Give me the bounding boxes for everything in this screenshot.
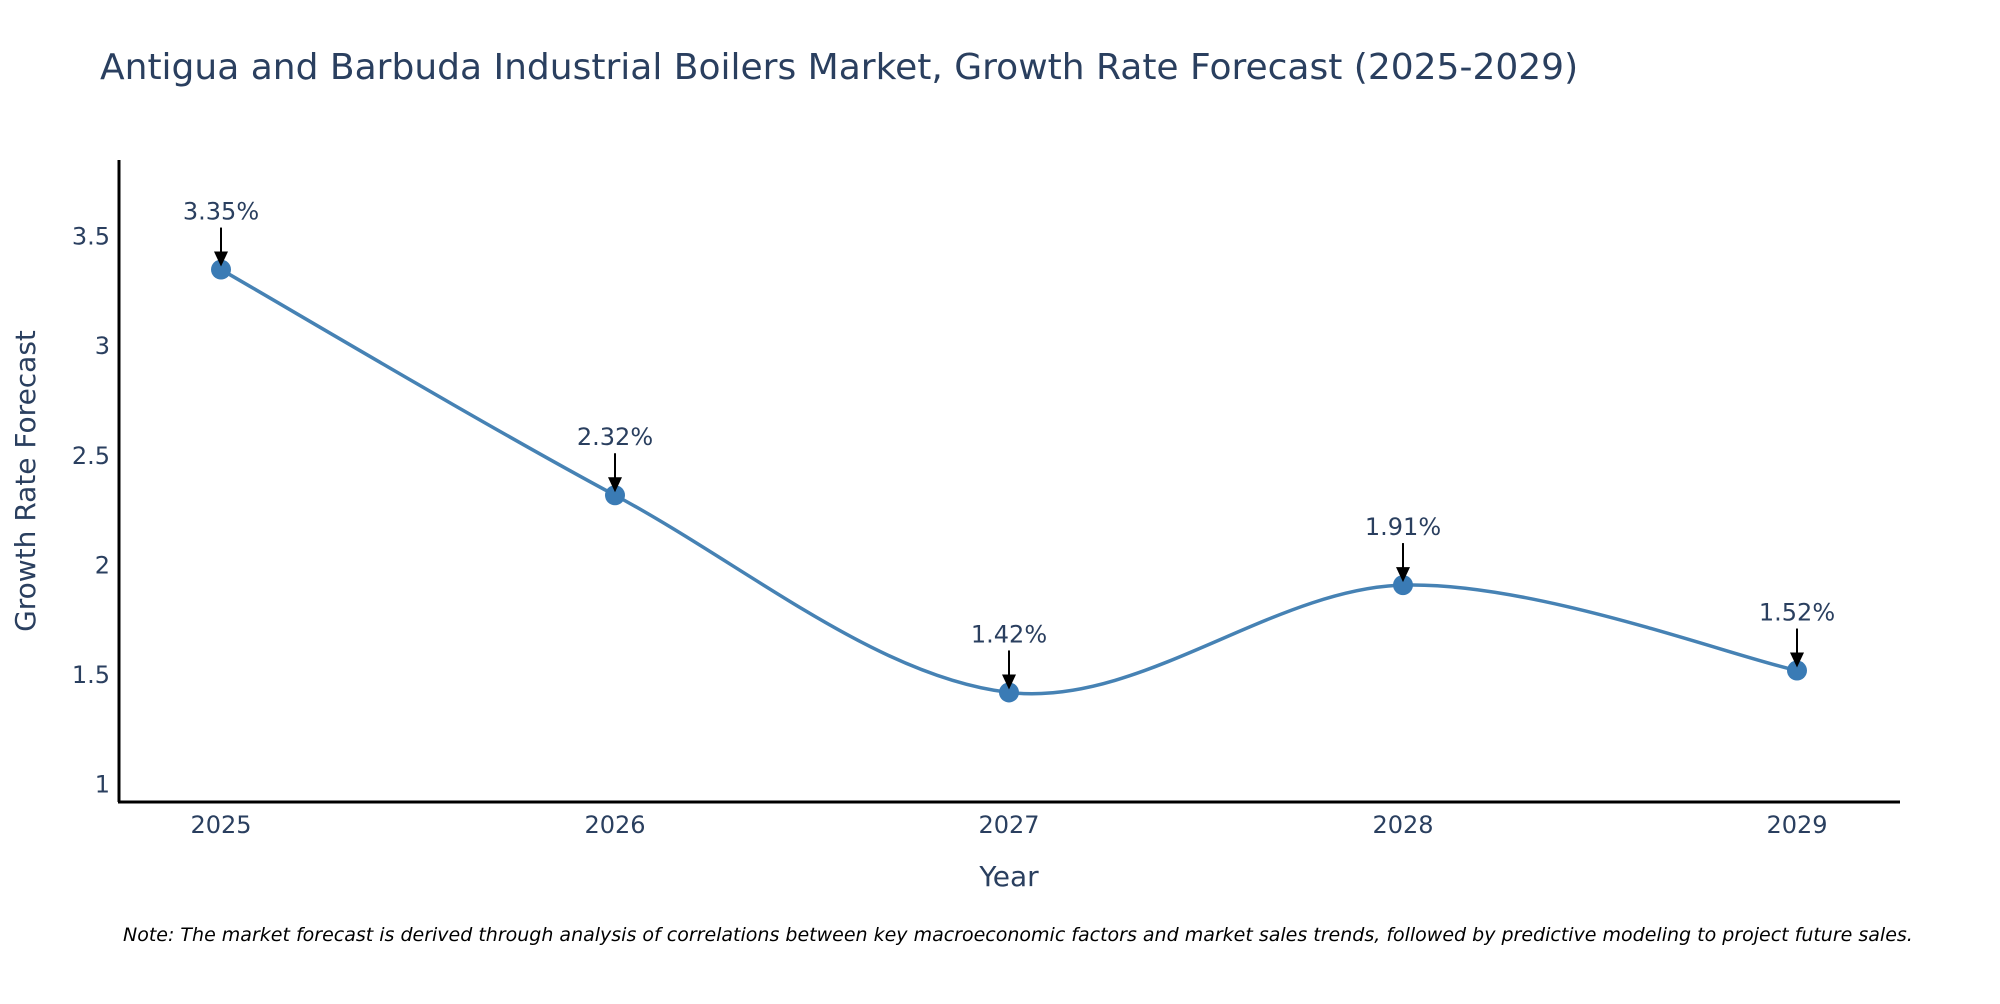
data-label: 2.32% [577,423,653,451]
y-tick-label: 3.5 [72,223,110,251]
annotation-arrowhead [1396,567,1410,583]
data-point [605,485,625,506]
data-label: 3.35% [183,198,259,226]
data-point [999,682,1019,703]
y-tick-labels: 1 1.5 2 2.5 3 3.5 [72,223,110,799]
data-markers [211,259,1807,703]
annotation-arrowhead [608,477,622,493]
x-tick-label: 2029 [1766,811,1827,839]
chart-note: Note: The market forecast is derived thr… [123,924,1913,946]
data-label: 1.91% [1365,513,1441,541]
data-point [211,259,231,280]
y-tick-label: 3 [95,332,110,360]
x-tick-labels: 2025 2026 2027 2028 2029 [190,811,1827,839]
x-tick-label: 2026 [584,811,645,839]
y-tick-label: 1 [95,770,110,798]
x-tick-label: 2025 [190,811,251,839]
data-label: 1.42% [971,620,1047,648]
x-axis-title: Year [978,860,1039,893]
x-tick-label: 2028 [1372,811,1433,839]
y-tick-label: 1.5 [72,661,110,689]
data-annotations: 3.35% 2.32% 1.42% 1.91% 1.52% [183,198,1835,690]
y-tick-label: 2.5 [72,442,110,470]
annotation-arrowhead [214,251,228,267]
data-point [1393,575,1413,596]
data-point [1787,660,1807,681]
y-axis-title: Growth Rate Forecast [9,330,42,632]
y-tick-label: 2 [95,551,110,579]
x-tick-label: 2027 [978,811,1039,839]
annotation-arrowhead [1790,652,1804,668]
annotation-arrowhead [1002,674,1016,690]
chart-title: Antigua and Barbuda Industrial Boilers M… [100,47,1578,88]
data-label: 1.52% [1759,599,1835,627]
